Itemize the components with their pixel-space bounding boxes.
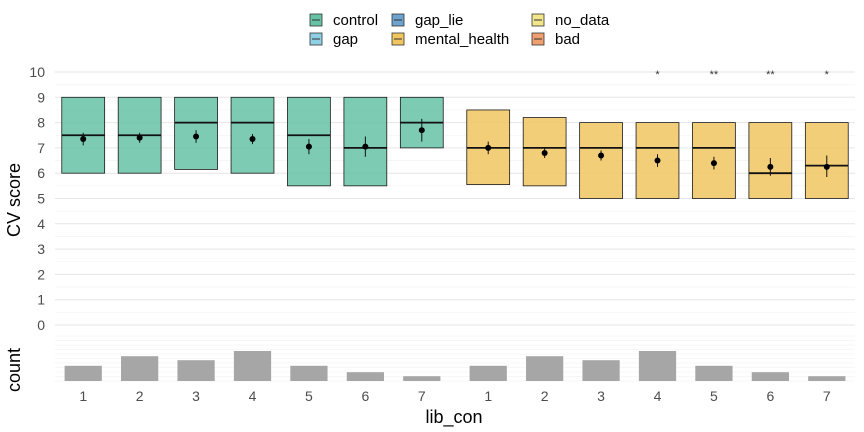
legend-item-bad: bad (531, 31, 580, 48)
significance-label: ** (766, 69, 775, 81)
y-tick-label: 3 (37, 241, 45, 257)
count-bar (177, 360, 215, 381)
mean-point (823, 163, 830, 170)
x-tick-label: 4 (249, 388, 257, 404)
x-tick-label: 2 (136, 388, 144, 404)
significance-label: * (655, 69, 660, 81)
box-group (174, 96, 218, 170)
y-tick-label: 9 (37, 89, 45, 105)
box-group (287, 96, 331, 187)
x-tick-label: 6 (361, 388, 369, 404)
significance-label: * (825, 69, 830, 81)
x-tick-label: 1 (79, 388, 87, 404)
box-group: ** (748, 69, 793, 199)
mean-point (305, 143, 312, 150)
x-axis-ticks: 1 2 3 4 5 6 7 1 2 3 4 5 6 7 (79, 388, 831, 404)
legend-label: mental_health (415, 31, 509, 48)
box-group: * (635, 69, 680, 199)
count-bar (346, 372, 384, 381)
y-tick-label: 1 (37, 292, 45, 308)
chart-panels: * ** ** * (61, 69, 849, 381)
mean-point (541, 149, 548, 156)
mean-point (598, 152, 605, 159)
mean-point (249, 136, 256, 143)
x-tick-label: 5 (710, 388, 718, 404)
y-tick-label: 8 (37, 115, 45, 131)
legend-label: control (333, 12, 378, 29)
box-group (117, 96, 162, 174)
box-group (230, 96, 275, 174)
x-axis-title: lib_con (425, 407, 482, 428)
x-tick-label: 2 (541, 388, 549, 404)
legend-label: gap (333, 31, 358, 48)
y-tick-label: 0 (37, 317, 45, 333)
mean-point (136, 134, 143, 141)
panel-control (61, 96, 444, 381)
count-bar (121, 356, 159, 381)
count-axis-title: count (4, 348, 24, 392)
legend-item-no-data: no_data (531, 12, 610, 29)
mean-point (80, 136, 87, 143)
mean-point (485, 144, 492, 151)
box-group (466, 109, 511, 185)
x-tick-label: 3 (192, 388, 200, 404)
y-tick-label: 4 (37, 216, 45, 232)
legend-label: gap_lie (415, 12, 463, 29)
x-tick-label: 1 (484, 388, 492, 404)
x-tick-label: 5 (305, 388, 313, 404)
count-bar (469, 365, 507, 381)
count-bar (638, 351, 677, 381)
mean-point (418, 127, 425, 134)
box-group: ** (692, 69, 736, 199)
mean-point (710, 160, 717, 167)
count-bar (582, 360, 620, 381)
y-axis-ticks: 0 1 2 3 4 5 6 7 8 9 10 (29, 64, 45, 333)
box-group: * (804, 69, 849, 199)
count-bar (526, 356, 564, 381)
y-tick-label: 10 (29, 64, 45, 80)
count-bar (64, 365, 102, 381)
box-group (343, 96, 388, 187)
x-tick-label: 6 (766, 388, 774, 404)
box-group (399, 96, 444, 149)
count-bar (233, 351, 272, 381)
y-tick-label: 6 (37, 165, 45, 181)
mean-point (362, 143, 369, 150)
legend-item-control: control (309, 12, 378, 29)
box-group (61, 96, 106, 174)
y-tick-label: 2 (37, 266, 45, 282)
panel-mental-health: * ** ** * (466, 69, 849, 381)
legend-label: no_data (555, 12, 610, 29)
y-tick-label: 5 (37, 191, 45, 207)
mean-point (654, 157, 661, 164)
x-tick-label: 7 (418, 388, 426, 404)
legend-item-mental-health: mental_health (391, 31, 509, 48)
count-bar (751, 372, 789, 381)
count-bar (290, 365, 328, 381)
box (635, 122, 680, 199)
x-tick-label: 7 (823, 388, 831, 404)
x-tick-label: 4 (654, 388, 662, 404)
box-group (579, 122, 623, 199)
x-tick-label: 3 (597, 388, 605, 404)
count-bar (695, 365, 733, 381)
mean-point (193, 133, 200, 140)
legend-item-gap-lie: gap_lie (391, 12, 463, 29)
y-tick-label: 7 (37, 140, 45, 156)
significance-label: ** (710, 69, 719, 81)
count-bar (403, 376, 441, 381)
y-axis-title: CV score (4, 163, 24, 237)
count-bar (808, 376, 846, 381)
legend-item-gap: gap (309, 31, 358, 48)
mean-point (767, 163, 774, 170)
box-group (522, 117, 567, 187)
legend-label: bad (555, 31, 580, 48)
